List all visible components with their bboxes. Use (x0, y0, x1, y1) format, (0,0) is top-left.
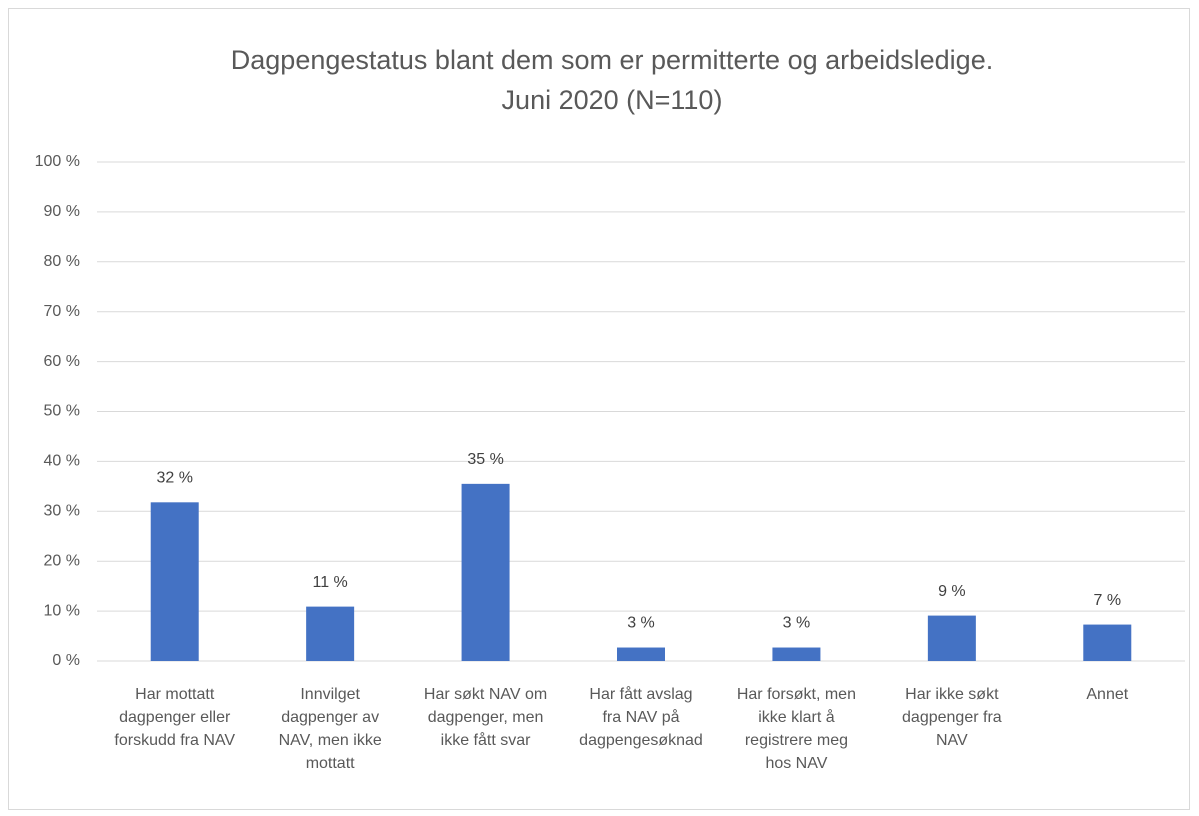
x-tick-label-line: dagpenger eller (119, 709, 231, 726)
y-tick-label: 100 % (35, 153, 80, 170)
y-tick-label: 60 % (44, 353, 80, 370)
y-tick-label: 30 % (44, 503, 80, 520)
x-tick-label: Har søkt NAV om dagpenger, men ikke fått s… (424, 686, 547, 749)
bar (772, 647, 821, 661)
x-tick-label-line: Har fått avslag (589, 685, 692, 703)
x-tick-label-line: fra NAV på (602, 708, 679, 726)
x-tick-label-line: dagpengesøknad (579, 732, 703, 749)
data-label: 35 % (467, 451, 503, 468)
bar (306, 606, 355, 661)
x-tick-label-line: dagpenger av (281, 709, 379, 726)
x-tick-label-line: Annet (1086, 686, 1128, 703)
x-tick-label-line: dagpenger, men (428, 709, 544, 726)
y-tick-label: 40 % (44, 453, 80, 470)
x-tick-label-line: Har søkt NAV om (424, 686, 547, 703)
x-tick-label-line: registrere meg (745, 732, 848, 749)
x-tick-label: Har fått avslag fra NAV på dagpengesøknad (579, 685, 703, 749)
data-label: 32 % (156, 470, 192, 487)
chart-title: Dagpengestatus blant dem som er permitte… (231, 45, 993, 75)
x-tick-label-line: Har ikke søkt (905, 686, 999, 703)
y-tick-label: 50 % (44, 403, 80, 420)
y-tick-label: 0 % (52, 652, 80, 669)
y-tick-label: 80 % (44, 253, 80, 270)
x-tick-label-line: hos NAV (765, 755, 827, 772)
data-label: 9 % (938, 583, 966, 600)
x-tick-label-line: NAV, men ikke (279, 732, 382, 749)
x-tick-label: Annet (1086, 686, 1128, 703)
x-tick-label-line: ikke klart å (758, 708, 835, 726)
data-label: 3 % (783, 615, 811, 632)
chart-border (8, 8, 1190, 810)
x-tick-label-line: ikke fått svar (441, 731, 531, 749)
x-tick-label-line: dagpenger fra (902, 709, 1002, 726)
data-label: 3 % (627, 615, 655, 632)
x-tick-label: Har ikke søkt dagpenger fra NAV (902, 686, 1002, 749)
y-tick-label: 20 % (44, 552, 80, 569)
bar (150, 502, 199, 661)
x-tick-label-line: Har forsøkt, men (737, 686, 856, 703)
x-tick-label-line: NAV (936, 732, 968, 749)
bar (927, 615, 976, 661)
y-tick-label: 90 % (44, 203, 80, 220)
data-label: 11 % (313, 574, 348, 591)
x-tick-label-line: Innvilget (300, 686, 360, 703)
y-tick-label: 70 % (44, 303, 80, 320)
data-label: 7 % (1093, 592, 1121, 609)
x-tick-label-line: forskudd fra NAV (114, 732, 235, 749)
bar (617, 647, 665, 661)
x-tick-label-line: mottatt (306, 755, 355, 772)
bar (1083, 624, 1132, 661)
x-tick-label: Har mottatt dagpenger eller forskudd fra N… (114, 686, 235, 749)
x-tick-label-line: Har mottatt (135, 686, 215, 703)
y-tick-label: 10 % (44, 602, 80, 619)
bar (461, 483, 510, 661)
chart-subtitle: Juni 2020 (N=110) (502, 85, 723, 115)
x-tick-label: Innvilget dagpenger av NAV, men ikke mottat… (279, 686, 382, 772)
x-tick-label: Har forsøkt, men ikke klart å registrere m… (737, 686, 856, 772)
